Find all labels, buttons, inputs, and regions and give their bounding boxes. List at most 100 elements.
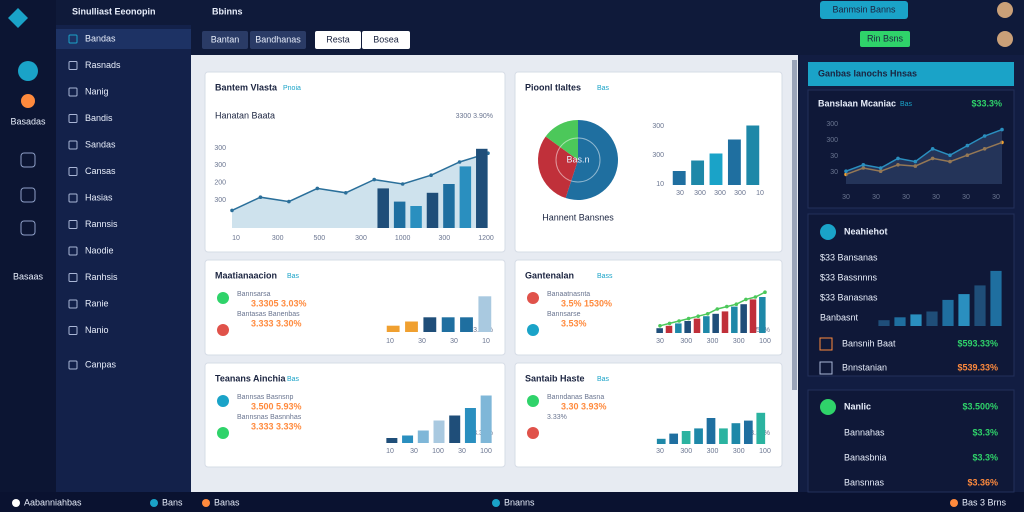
pie-hole	[555, 137, 601, 183]
x-tick-label: 30	[458, 448, 466, 455]
card-title: Santaib Haste	[525, 373, 585, 383]
rail-icon	[20, 187, 36, 203]
x-tick-label: 300	[355, 235, 367, 242]
user-button-label[interactable]: Banmsin Banns	[832, 4, 896, 14]
menu-item[interactable]: Hasias	[85, 192, 113, 202]
taskbar-icon[interactable]	[950, 499, 958, 507]
menu-icon	[68, 360, 78, 370]
menu-item[interactable]: Ranhsis	[85, 272, 118, 282]
menu-icon	[68, 220, 78, 229]
row-label: Bansnih Baat	[842, 338, 896, 348]
bar	[731, 306, 738, 333]
bar-row-label: $33 Bansanas	[820, 252, 878, 262]
menu-icon	[68, 61, 78, 70]
bar	[727, 139, 741, 185]
item-text: Bannsas Basnsnp	[237, 394, 294, 401]
rail-label: Basaas	[13, 271, 44, 281]
point	[878, 166, 883, 170]
bar	[656, 328, 663, 333]
menu-item[interactable]: Nanig	[85, 86, 109, 96]
menu-item[interactable]: Rannsis	[85, 219, 118, 229]
y-tick-label: 300	[214, 162, 226, 169]
sidebar-active	[56, 29, 191, 49]
tab[interactable]	[362, 31, 410, 49]
avatar	[997, 2, 1013, 18]
x-tick-label: 300	[707, 338, 719, 345]
user-button[interactable]	[820, 1, 908, 19]
x-tick-label: 300	[714, 190, 726, 197]
tab-label[interactable]: Bosea	[373, 34, 399, 44]
panel-row-label: Banasbnia	[844, 452, 887, 462]
x-tick-label: 30	[962, 194, 970, 201]
line	[231, 152, 489, 212]
area	[232, 153, 488, 228]
action-button-label[interactable]: Rin Bsns	[867, 33, 904, 43]
bar	[476, 148, 488, 228]
taskbar-label[interactable]: Bas 3 Brns	[962, 497, 1007, 507]
menu-item[interactable]: Cansas	[85, 166, 116, 176]
menu-icon	[68, 114, 78, 123]
item-text: Bannsarse	[547, 311, 581, 318]
bar	[417, 430, 429, 443]
item-icon	[527, 427, 539, 439]
taskbar-icon[interactable]	[202, 499, 210, 507]
point	[861, 163, 866, 167]
bar	[910, 314, 922, 326]
point	[948, 153, 952, 157]
row-value: $539.33%	[957, 362, 998, 372]
line	[845, 128, 1003, 172]
taskbar-label[interactable]: Bans	[162, 497, 183, 507]
pie-slice	[538, 136, 578, 199]
menu-item[interactable]: Naodie	[85, 245, 114, 255]
menu-item[interactable]: Bandas	[85, 33, 116, 43]
point	[258, 195, 263, 199]
y-tick-label: 300	[826, 121, 838, 128]
x-tick-label: 30	[902, 194, 910, 201]
taskbar-icon[interactable]	[12, 499, 20, 507]
tab-label[interactable]: Bandhanas	[255, 34, 301, 44]
row-value: $593.33%	[957, 338, 998, 348]
right-banner	[808, 62, 1014, 86]
bar-row-label: Banbasnt	[820, 312, 859, 322]
bar	[480, 395, 492, 443]
point	[315, 186, 320, 191]
bar	[731, 423, 741, 444]
point	[896, 156, 900, 161]
point	[677, 319, 681, 323]
taskbar-icon[interactable]	[492, 499, 500, 507]
action-button[interactable]	[860, 31, 910, 47]
icon	[820, 224, 836, 240]
bar	[377, 188, 389, 228]
menu-item[interactable]: Bandis	[85, 113, 113, 123]
taskbar-label[interactable]: Aabanniahbas	[24, 497, 82, 507]
menu-item[interactable]: Nanio	[85, 325, 109, 335]
taskbar-label[interactable]: Bnanns	[504, 497, 535, 507]
point	[715, 307, 720, 311]
tab[interactable]	[315, 31, 361, 49]
point	[658, 324, 662, 328]
x-tick-label: 10	[232, 235, 240, 242]
tab-label[interactable]: Resta	[326, 34, 350, 44]
menu-icon	[68, 326, 78, 335]
x-tick-label: 1000	[395, 235, 411, 242]
bar	[672, 171, 686, 185]
taskbar-icon[interactable]	[150, 499, 158, 507]
pie-legend: Hannent Bansnes	[542, 212, 614, 222]
item-text: 3.500 5.93%	[251, 401, 302, 411]
bar	[460, 317, 473, 332]
card-title: Pioonl tlaltes	[525, 82, 581, 92]
bar	[423, 317, 437, 332]
card-tag: Bas	[287, 376, 300, 383]
menu-item[interactable]: Canpas	[85, 359, 117, 369]
tab[interactable]	[202, 31, 248, 49]
menu-item[interactable]: Sandas	[85, 139, 116, 149]
menu-item[interactable]: Ranie	[85, 298, 109, 308]
right-chart-tag: Bas	[900, 101, 913, 108]
y-tick-label: 30	[830, 153, 838, 160]
tab[interactable]	[250, 31, 306, 49]
tab-label[interactable]: Bantan	[211, 34, 240, 44]
menu-item[interactable]: Rasnads	[85, 60, 121, 70]
taskbar-label[interactable]: Banas	[214, 497, 240, 507]
icon-rail	[0, 0, 56, 492]
